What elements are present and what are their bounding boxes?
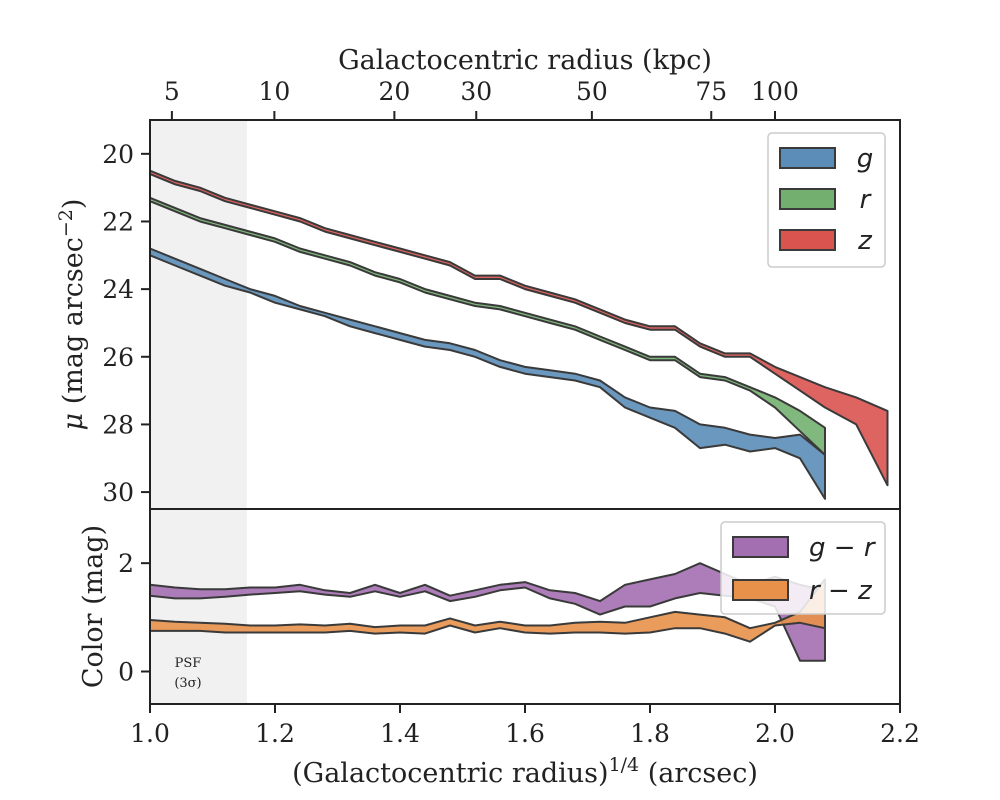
x-label-sup: 1/4 bbox=[609, 754, 640, 776]
color-series bbox=[149, 562, 826, 662]
x-tick-label-1.2: 1.2 bbox=[255, 719, 295, 748]
x-tick-label-1.8: 1.8 bbox=[630, 719, 670, 748]
legend-swatch-z bbox=[779, 229, 836, 251]
legend-swatch-gr bbox=[732, 536, 789, 558]
y-tick-label-22: 22 bbox=[102, 207, 134, 236]
x-tick-label-1.6: 1.6 bbox=[505, 719, 545, 748]
color-tick-label-2: 2 bbox=[118, 549, 134, 578]
kpc-tick-label-100: 100 bbox=[751, 77, 799, 106]
psf-annotation-line1: PSF bbox=[175, 656, 202, 671]
kpc-tick-label-50: 50 bbox=[576, 77, 608, 106]
x-label-unit: (arcsec) bbox=[639, 758, 758, 789]
y-axis-label-brightness: μ (mag arcsec−2) bbox=[55, 199, 89, 431]
y-tick-label-24: 24 bbox=[102, 275, 134, 304]
y-tick-label-26: 26 bbox=[102, 343, 134, 372]
y-label-brightness-text: (mag arcsec bbox=[58, 237, 89, 413]
kpc-tick-label-10: 10 bbox=[258, 77, 290, 106]
x-tick-label-1.4: 1.4 bbox=[380, 719, 420, 748]
kpc-tick-label-30: 30 bbox=[460, 77, 492, 106]
band-g bbox=[149, 247, 826, 500]
legend-swatch-g bbox=[779, 147, 836, 169]
band-gr bbox=[149, 562, 826, 662]
surface-brightness-series bbox=[149, 169, 889, 500]
legend-label-gr: g − r bbox=[809, 533, 877, 563]
color-tick-label-0: 0 bbox=[118, 658, 134, 687]
legend-bands: grz bbox=[767, 132, 886, 268]
legend-colors: g − r r − z bbox=[720, 521, 886, 615]
x-tick-label-2.0: 2.0 bbox=[755, 719, 795, 748]
top-y-ticks: 20 22 24 26 28 30 bbox=[102, 140, 150, 507]
legend-swatch-rz bbox=[732, 579, 789, 601]
band-z bbox=[149, 169, 889, 487]
x-label-main: (Galactocentric radius) bbox=[292, 758, 608, 789]
mu-symbol: μ bbox=[58, 413, 89, 431]
band-r bbox=[149, 196, 826, 456]
x-axis-label: (Galactocentric radius)1/4 (arcsec) bbox=[292, 754, 758, 789]
legend-label-rz: r − z bbox=[809, 576, 873, 606]
y-axis-label-color: Color (mag) bbox=[78, 525, 109, 688]
top-axis-label: Galactocentric radius (kpc) bbox=[338, 45, 712, 76]
bottom-y-ticks: 02 bbox=[118, 549, 150, 687]
y-tick-label-28: 28 bbox=[102, 410, 134, 439]
psf-region-bottom bbox=[150, 509, 247, 704]
bottom-x-ticks: 1.0 1.2 1.4 1.6 1.8 2.0 2.2 bbox=[130, 704, 920, 748]
legend-swatch-r bbox=[779, 188, 836, 210]
y-label-brightness-close: ) bbox=[58, 199, 89, 210]
band-rz bbox=[149, 578, 826, 643]
color-panel: 02 1.0 1.2 1.4 1.6 1.8 2.0 2.2 Color (mag) (Ga… bbox=[78, 508, 920, 789]
kpc-tick-label-20: 20 bbox=[378, 77, 410, 106]
y-label-brightness-sup: −2 bbox=[55, 209, 77, 237]
legend-label-r: r bbox=[860, 185, 873, 215]
legend-label-z: z bbox=[857, 226, 873, 256]
x-tick-label-2.2: 2.2 bbox=[880, 719, 920, 748]
kpc-tick-label-75: 75 bbox=[695, 77, 727, 106]
surface-brightness-panel: 20 22 24 26 28 30 5 10 20 30 50 75 100 Galactocentr… bbox=[55, 45, 901, 510]
y-tick-label-20: 20 bbox=[102, 140, 134, 169]
legend-label-g: g bbox=[857, 144, 874, 174]
y-tick-label-30: 30 bbox=[102, 478, 134, 507]
top-x-ticks: 5 10 20 30 50 75 100 bbox=[164, 77, 799, 120]
psf-annotation-line2: (3σ) bbox=[174, 676, 201, 691]
psf-region-top bbox=[150, 120, 247, 509]
kpc-tick-label-5: 5 bbox=[164, 77, 180, 106]
x-tick-label-1.0: 1.0 bbox=[130, 719, 170, 748]
